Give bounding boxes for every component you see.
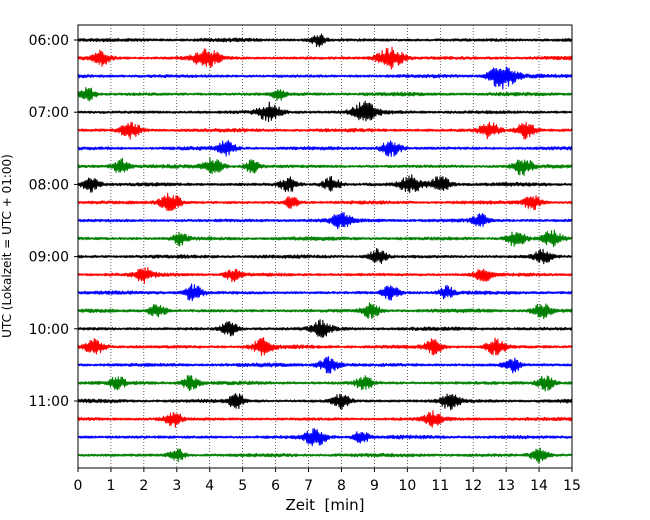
trace-0700 (77, 100, 573, 123)
trace-1115 (77, 410, 573, 428)
x-axis-title: Zeit [min] (285, 496, 364, 514)
trace-0845 (77, 229, 573, 248)
trace-1015 (77, 337, 573, 357)
y-axis: 06:00 07:00 08:00 09:00 10:00 11:00 (29, 33, 78, 410)
trace-0830 (77, 211, 573, 230)
trace-1000 (77, 319, 573, 339)
trace-0930 (77, 283, 573, 302)
x-tick-label: 8 (337, 478, 346, 494)
trace-0815 (77, 192, 573, 212)
trace-0745 (77, 157, 573, 176)
x-tick-label: 2 (139, 478, 148, 494)
trace-0915 (77, 267, 573, 285)
x-tick-label: 10 (398, 478, 416, 494)
trace-0715 (77, 121, 573, 140)
trace-0900 (77, 247, 573, 265)
y-tick-label: 10:00 (29, 322, 69, 338)
plot-frame (77, 24, 573, 469)
y-tick-label: 09:00 (29, 250, 69, 266)
trace-0800 (77, 174, 573, 194)
y-axis-title: UTC (Lokalzeit = UTC + 01:00) (0, 154, 14, 338)
x-tick-label: 15 (563, 478, 581, 494)
x-tick-label: 13 (497, 478, 515, 494)
y-tick-label: 11:00 (29, 394, 69, 410)
trace-1130 (77, 428, 573, 447)
trace-0645 (77, 87, 573, 102)
x-tick-label: 5 (238, 478, 247, 494)
y-tick-label: 08:00 (29, 177, 69, 193)
trace-0730 (77, 140, 573, 157)
x-tick-label: 7 (304, 478, 313, 494)
x-tick-label: 6 (271, 478, 280, 494)
trace-1145 (77, 447, 573, 464)
x-tick-label: 9 (370, 478, 379, 494)
x-tick-label: 11 (431, 478, 449, 494)
y-tick-label: 07:00 (29, 105, 69, 121)
trace-0600 (77, 33, 573, 48)
y-tick-label: 06:00 (29, 33, 69, 49)
trace-0615 (77, 46, 573, 70)
trace-0630 (77, 66, 573, 90)
trace-1045 (77, 375, 573, 392)
trace-1030 (77, 356, 573, 374)
x-tick-label: 3 (172, 478, 181, 494)
x-tick-label: 14 (530, 478, 548, 494)
trace-0945 (77, 302, 573, 320)
x-tick-label: 1 (106, 478, 115, 494)
x-tick-label: 4 (205, 478, 214, 494)
traces (77, 33, 573, 464)
trace-1100 (77, 393, 573, 411)
x-tick-label: 0 (74, 478, 83, 494)
x-tick-label: 12 (464, 478, 482, 494)
x-axis: 0 1 2 3 4 5 6 7 8 9 10 11 12 13 14 15 (74, 468, 581, 494)
